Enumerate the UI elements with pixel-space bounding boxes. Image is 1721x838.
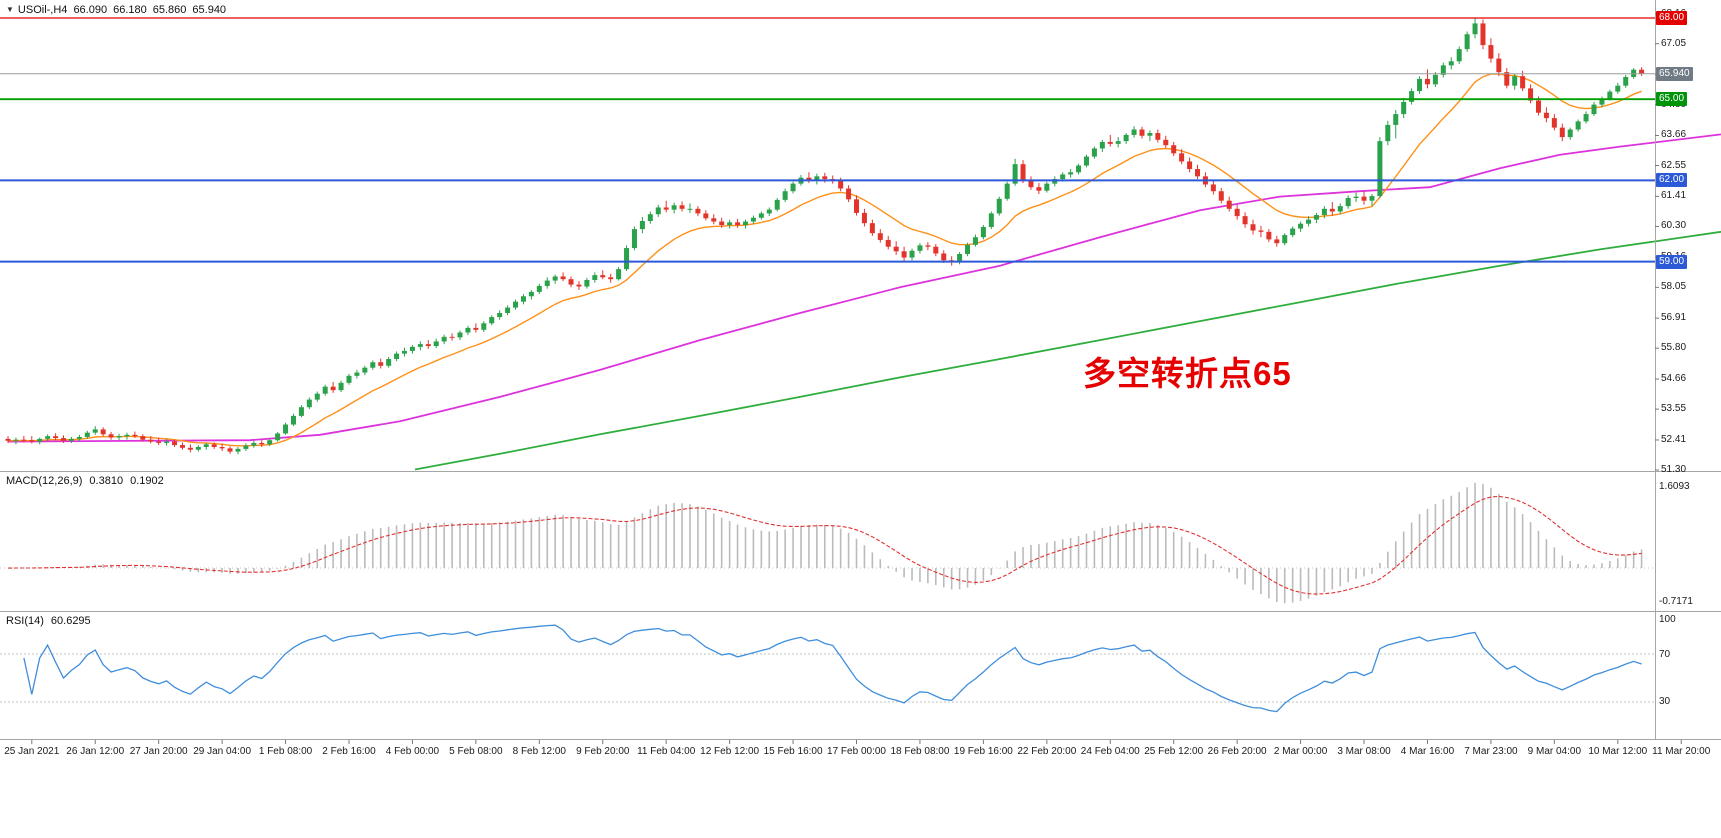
ma-fast-line <box>7 73 1642 447</box>
time-axis[interactable] <box>0 740 1721 762</box>
rsi-levels <box>0 653 1655 703</box>
rsi-line <box>23 624 1642 713</box>
ma-slow-line <box>414 230 1721 471</box>
macd-signal-line <box>7 495 1642 595</box>
price-axis[interactable] <box>1656 0 1721 740</box>
macd-histogram <box>15 482 1643 604</box>
panel-frame <box>0 0 1721 740</box>
candles <box>5 18 1645 455</box>
ma-medium-line <box>7 133 1721 443</box>
axis-ticks <box>31 13 1682 744</box>
